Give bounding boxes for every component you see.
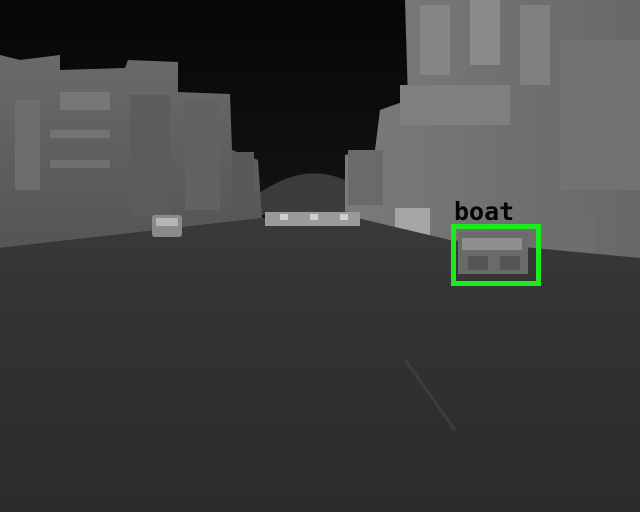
detection-bounding-box xyxy=(451,224,541,286)
distant-hill xyxy=(250,173,360,215)
detected-object xyxy=(458,232,528,274)
detection-label: boat xyxy=(454,197,515,226)
distant-vehicles xyxy=(152,212,360,237)
left-buildings xyxy=(0,55,262,248)
road xyxy=(0,215,640,512)
right-buildings xyxy=(345,0,640,258)
lane-marking xyxy=(403,359,457,431)
